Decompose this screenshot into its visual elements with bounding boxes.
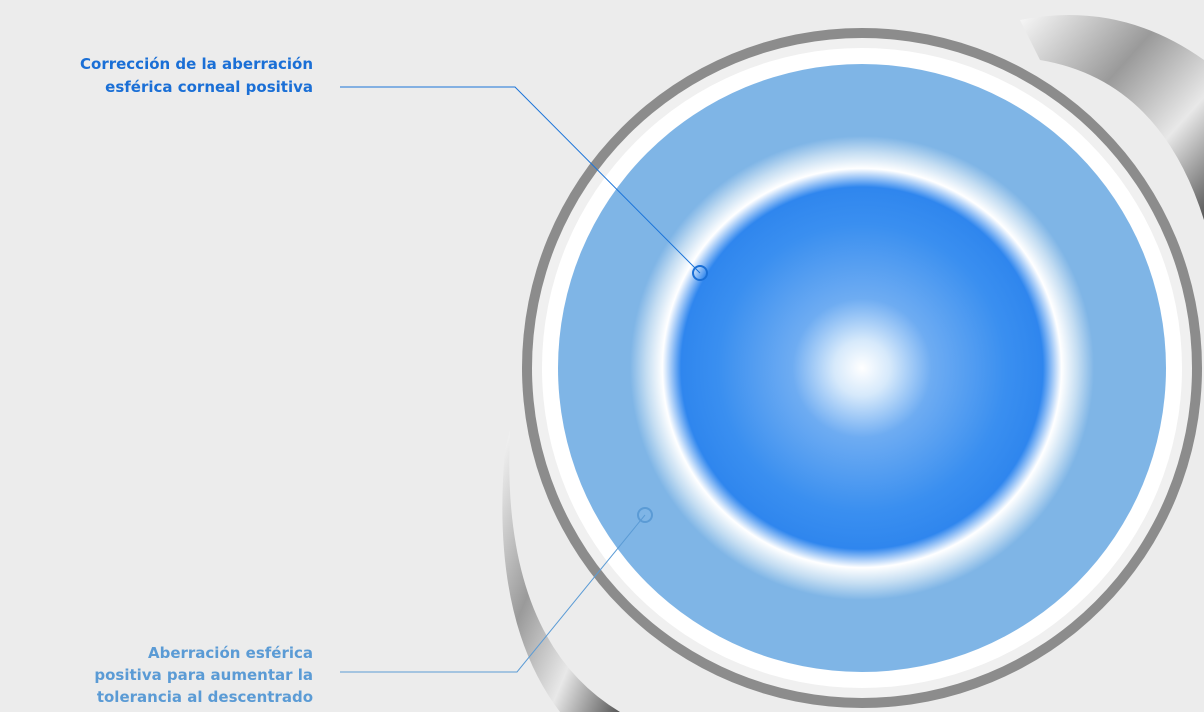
leader-line <box>340 86 701 274</box>
label-line: esférica corneal positiva <box>105 78 313 96</box>
optic <box>558 64 1166 672</box>
haptic <box>1020 15 1204 220</box>
marker <box>692 265 708 281</box>
haptic <box>502 430 620 712</box>
label-line: positiva para aumentar la <box>94 666 313 684</box>
label-bottom: Aberración esférica positiva para aument… <box>94 644 313 706</box>
label-line: Corrección de la aberración <box>80 55 313 73</box>
label-top: Corrección de la aberración esférica cor… <box>80 55 313 96</box>
label-line: Aberración esférica <box>148 644 313 662</box>
marker <box>637 507 653 523</box>
label-line: tolerancia al descentrado <box>97 688 313 706</box>
leader-line <box>340 514 646 673</box>
